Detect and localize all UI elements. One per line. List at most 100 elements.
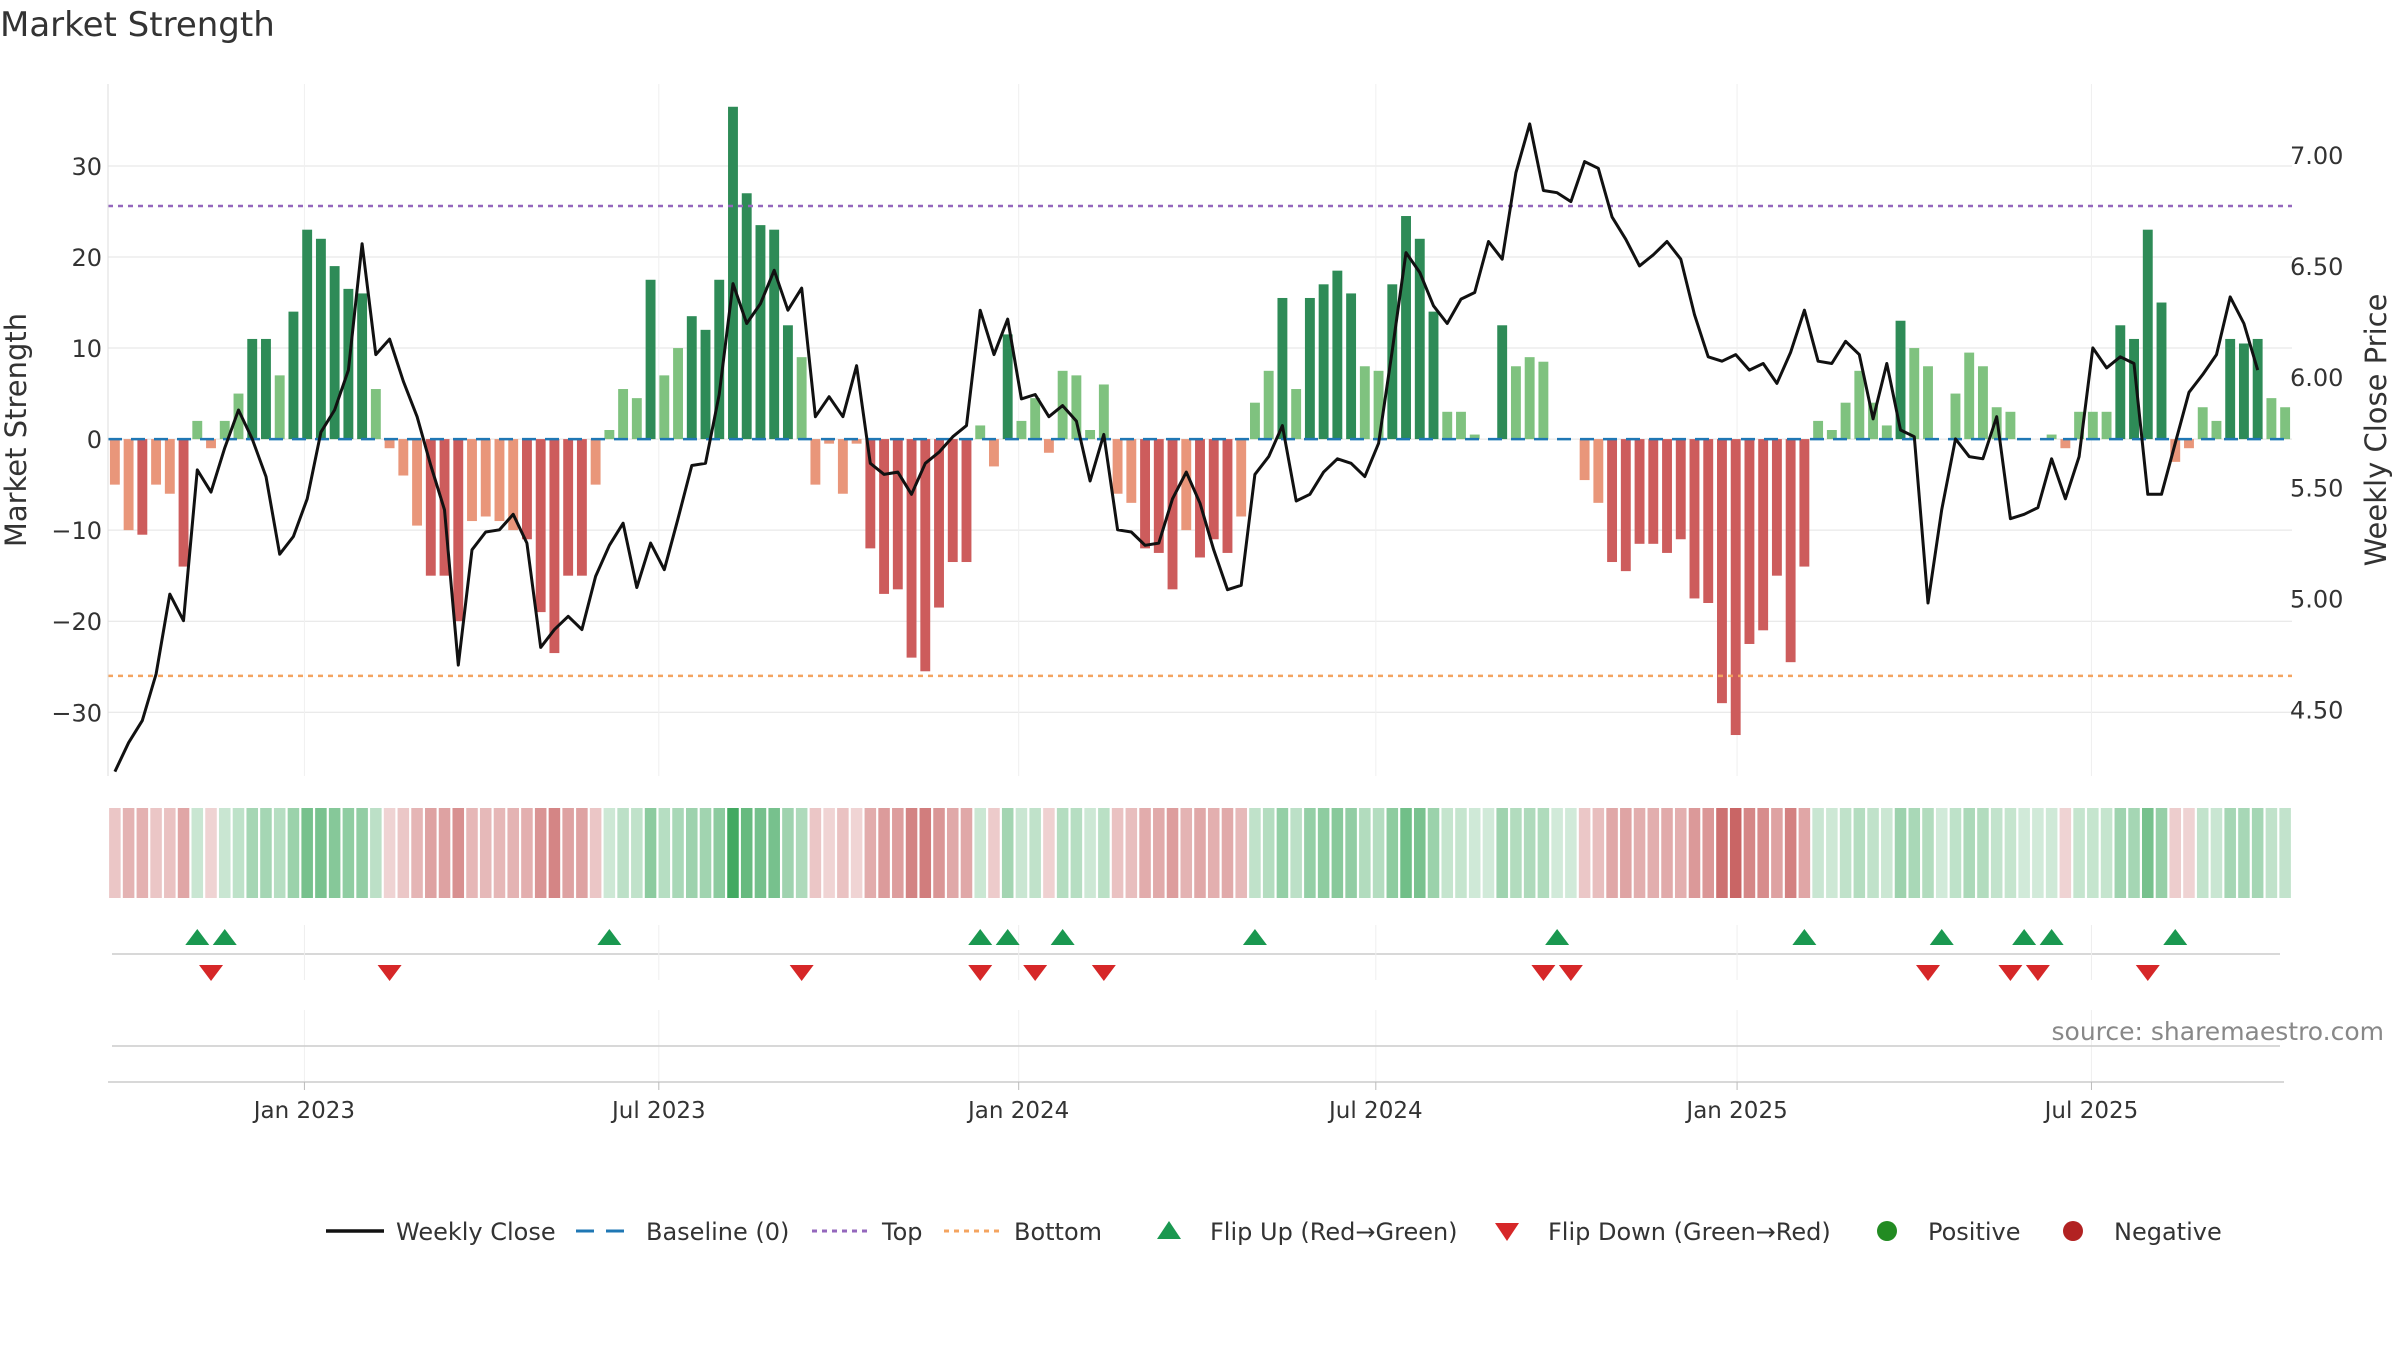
heat-cell [686, 808, 698, 898]
strength-bar [1923, 366, 1933, 440]
heat-cell [1743, 808, 1756, 898]
strength-bar [2005, 411, 2016, 440]
flip-down-marker [1558, 965, 1583, 981]
heat-cell [1441, 808, 1454, 898]
strength-bar [164, 439, 175, 494]
strength-bar [989, 439, 999, 467]
strength-bar [2170, 439, 2181, 462]
heat-cell [782, 808, 794, 898]
strength-bar [357, 293, 368, 440]
legend-label: Flip Up (Red→Green) [1210, 1218, 1458, 1246]
heat-cell [246, 808, 258, 898]
heat-cell [1400, 808, 1412, 898]
strength-bar [453, 439, 464, 622]
strength-bar [425, 439, 436, 576]
heat-cell [919, 808, 932, 898]
heat-cell [1166, 808, 1179, 898]
strength-bar [728, 106, 738, 440]
heat-cell [342, 808, 355, 898]
heat-cell [1386, 808, 1399, 898]
flip-down-marker [1531, 965, 1556, 981]
strength-bar [604, 430, 615, 440]
heat-cell [1812, 808, 1824, 898]
y-tick-label: −20 [51, 608, 102, 636]
heat-cell [1043, 808, 1055, 898]
strength-bar [782, 325, 793, 440]
strength-bar [206, 439, 216, 449]
y-tick-label: 30 [71, 153, 102, 181]
legend-swatch [1157, 1221, 1181, 1239]
strength-bar [618, 389, 629, 440]
legend-label: Flip Down (Green→Red) [1548, 1218, 1831, 1246]
heat-cell [974, 808, 986, 898]
heat-cell [2196, 808, 2209, 898]
strength-bar [1579, 439, 1590, 481]
heat-cell [946, 808, 959, 898]
heat-cell [1757, 808, 1769, 898]
heat-cell [1098, 808, 1110, 898]
strength-bar [1085, 430, 1096, 440]
heat-cell [1290, 808, 1302, 898]
flip-up-marker [212, 929, 237, 945]
heat-cell [466, 808, 478, 898]
strength-bar [1799, 439, 1810, 567]
strength-bar [563, 439, 574, 576]
flip-up-marker [2039, 929, 2064, 945]
strength-bar [2156, 302, 2167, 440]
heat-cell [617, 808, 629, 898]
heat-cell [2073, 808, 2085, 898]
heat-cell [1455, 808, 1467, 898]
heat-cell [356, 808, 368, 898]
legend-item: Baseline (0) [576, 1218, 789, 1246]
strength-bar [467, 439, 477, 522]
strength-bar [1414, 238, 1425, 440]
flip-down-marker [968, 965, 993, 981]
strength-bar [1607, 439, 1618, 563]
heat-cell [768, 808, 780, 898]
legend: Weekly Close Baseline (0) Top Bottom Flip Up… [326, 1218, 2222, 1246]
heat-cell [397, 808, 410, 898]
strength-bar [1098, 384, 1109, 440]
strength-bar [1195, 439, 1205, 558]
strength-bar [1153, 439, 1164, 553]
flip-down-marker [2025, 965, 2050, 981]
heat-cell [1578, 808, 1591, 898]
strength-bars [109, 106, 2291, 736]
strength-bar [631, 398, 642, 440]
strength-bar [1456, 411, 1466, 440]
heat-cell [260, 808, 272, 898]
strength-bar [233, 393, 244, 440]
legend-swatch [1877, 1221, 1897, 1241]
strength-bar [2087, 411, 2098, 440]
strength-bar [1703, 439, 1714, 603]
flip-down-marker [789, 965, 814, 981]
heat-cell [1359, 808, 1371, 898]
heat-cell [2100, 808, 2113, 898]
strength-bar [1002, 334, 1013, 440]
strength-bar [1236, 439, 1247, 517]
strength-bar [769, 229, 780, 440]
strength-bar [508, 439, 519, 531]
strength-bar [1208, 439, 1219, 540]
heat-cell [837, 808, 849, 898]
legend-label: Negative [2114, 1218, 2222, 1246]
strength-bar [1442, 411, 1453, 440]
heat-cell [589, 808, 602, 898]
strength-bar [755, 225, 766, 440]
strength-bar [1881, 425, 1892, 440]
heat-cell [383, 808, 396, 898]
flip-up-marker [185, 929, 210, 945]
legend-item: Weekly Close [326, 1218, 556, 1246]
heat-cell [2169, 808, 2182, 898]
strength-bar [1758, 439, 1769, 631]
strength-bar [892, 439, 903, 590]
y-tick-label: 10 [71, 335, 102, 363]
heat-cell [1647, 808, 1660, 898]
strength-bar [906, 439, 917, 658]
heat-cell [328, 808, 341, 898]
strength-bar [1387, 284, 1398, 440]
heat-cell [1661, 808, 1673, 898]
strength-bar [2142, 229, 2153, 440]
heat-cell [1468, 808, 1481, 898]
y2-tick-label: 6.00 [2290, 364, 2343, 392]
